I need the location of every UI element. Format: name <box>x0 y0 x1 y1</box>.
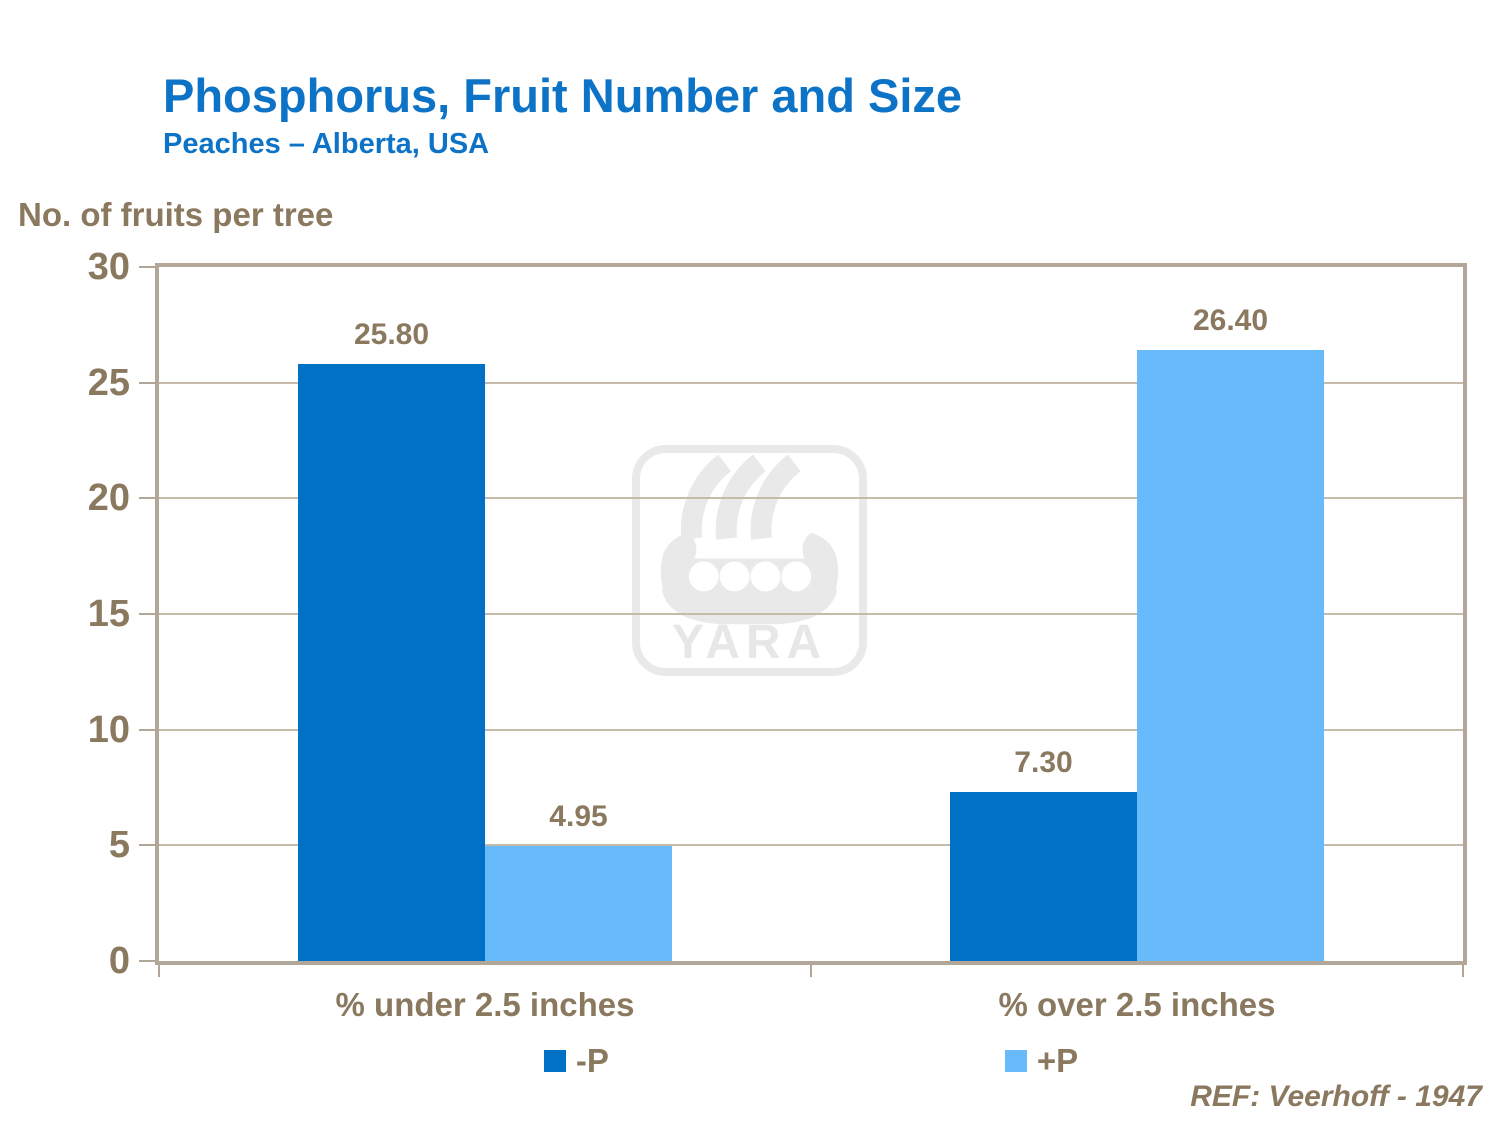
legend: -P +P <box>155 1042 1467 1080</box>
y-tick-mark <box>139 729 155 731</box>
gridline <box>159 382 1463 384</box>
ship-shield-icon <box>688 561 719 592</box>
y-tick-label: 10 <box>87 709 130 751</box>
legend-item-+P: +P <box>1004 1042 1079 1080</box>
reference-text: REF: Veerhoff - 1947 <box>1190 1080 1482 1113</box>
bar-+P-2 <box>1137 350 1324 961</box>
chart-subtitle: Peaches – Alberta, USA <box>163 128 490 160</box>
x-tick-mark <box>1462 963 1464 977</box>
y-tick-mark <box>139 382 155 384</box>
watermark-text: YARA <box>672 616 827 669</box>
gridline <box>159 844 1463 846</box>
ship-shield-icon <box>719 561 750 592</box>
bar--P-1 <box>298 364 485 961</box>
gridline <box>159 613 1463 615</box>
bar-value-label: 26.40 <box>1192 304 1269 337</box>
legend-item--P: -P <box>543 1042 609 1080</box>
y-tick-label: 5 <box>108 824 130 866</box>
watermark-frame <box>632 444 867 677</box>
bar-value-label: 7.30 <box>1014 746 1073 779</box>
gridline <box>159 497 1463 499</box>
bar-value-label: 25.80 <box>353 318 430 351</box>
legend-label: +P <box>1036 1042 1079 1079</box>
yara-watermark-logo: YARA <box>632 444 867 677</box>
y-tick-mark <box>139 613 155 615</box>
bar-value-label: 4.95 <box>549 800 608 833</box>
gridline <box>159 729 1463 731</box>
ship-stern-icon <box>802 532 839 595</box>
bar--P-2 <box>950 792 1137 961</box>
y-axis-title: No. of fruits per tree <box>18 196 334 233</box>
legend-swatch-icon <box>543 1050 566 1072</box>
ship-sail-icon <box>715 454 767 540</box>
ship-sail-icon <box>750 454 801 540</box>
ship-shield-icon <box>781 561 812 592</box>
legend-label: -P <box>575 1042 609 1079</box>
ship-shield-icon <box>750 561 781 592</box>
ship-sail-icon <box>680 454 732 540</box>
y-tick-mark <box>139 266 155 268</box>
y-tick-label: 20 <box>87 477 130 519</box>
y-tick-mark <box>139 960 155 962</box>
y-tick-label: 15 <box>87 593 130 635</box>
y-tick-label: 25 <box>87 362 130 404</box>
y-tick-mark <box>139 497 155 499</box>
legend-swatch-icon <box>1004 1050 1027 1072</box>
plot-area: YARA 25.80 4.95 7.30 26.40 <box>155 263 1467 965</box>
chart-title: Phosphorus, Fruit Number and Size <box>163 69 963 122</box>
ship-prow-icon <box>660 532 697 595</box>
bar-+P-1 <box>485 846 672 961</box>
ship-keel-icon <box>661 590 838 625</box>
y-tick-label: 0 <box>108 940 130 982</box>
category-label: % under 2.5 inches <box>335 986 635 1023</box>
x-tick-mark <box>158 963 160 977</box>
y-tick-label: 30 <box>87 246 130 288</box>
y-tick-mark <box>139 844 155 846</box>
x-tick-mark <box>810 963 812 977</box>
category-label: % over 2.5 inches <box>998 986 1276 1023</box>
